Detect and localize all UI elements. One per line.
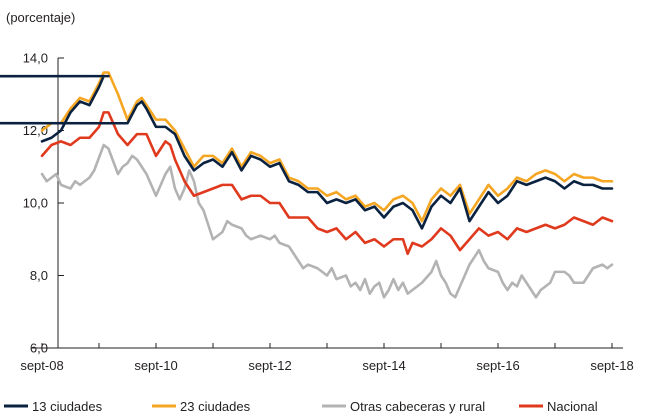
x-tick-label: sept-18 <box>590 358 633 373</box>
series-group <box>0 71 614 299</box>
legend-label-0: 13 ciudades <box>32 399 103 414</box>
legend-label-1: 23 ciudades <box>180 399 251 414</box>
legend: 13 ciudades 23 ciudades Otras cabeceras y … <box>4 399 598 414</box>
x-tick-label: sept-16 <box>476 358 519 373</box>
legend-label-3: Nacional <box>547 399 598 414</box>
legend-label-2: Otras cabeceras y rural <box>350 399 485 414</box>
series-line-3 <box>40 111 614 256</box>
series-line-1 <box>40 71 614 223</box>
y-tick-label: 14,0 <box>23 51 48 66</box>
series-line-0 <box>0 74 614 230</box>
x-tick-label: sept-10 <box>134 358 177 373</box>
y-tick-label: 10,0 <box>23 196 48 211</box>
axes: 6,0 8,0 10,0 12,0 14,0 sept-08 sept-10 sept-12 s… <box>20 51 633 374</box>
y-tick-label: 8,0 <box>30 268 48 283</box>
series-line-2 <box>40 143 614 299</box>
unit-label: (porcentaje) <box>6 10 75 25</box>
y-tick-label: 12,0 <box>23 123 48 138</box>
y-tick-label: 6,0 <box>30 341 48 356</box>
x-tick-label: sept-12 <box>248 358 291 373</box>
x-tick-label: sept-14 <box>362 358 405 373</box>
x-tick-label: sept-08 <box>20 358 63 373</box>
